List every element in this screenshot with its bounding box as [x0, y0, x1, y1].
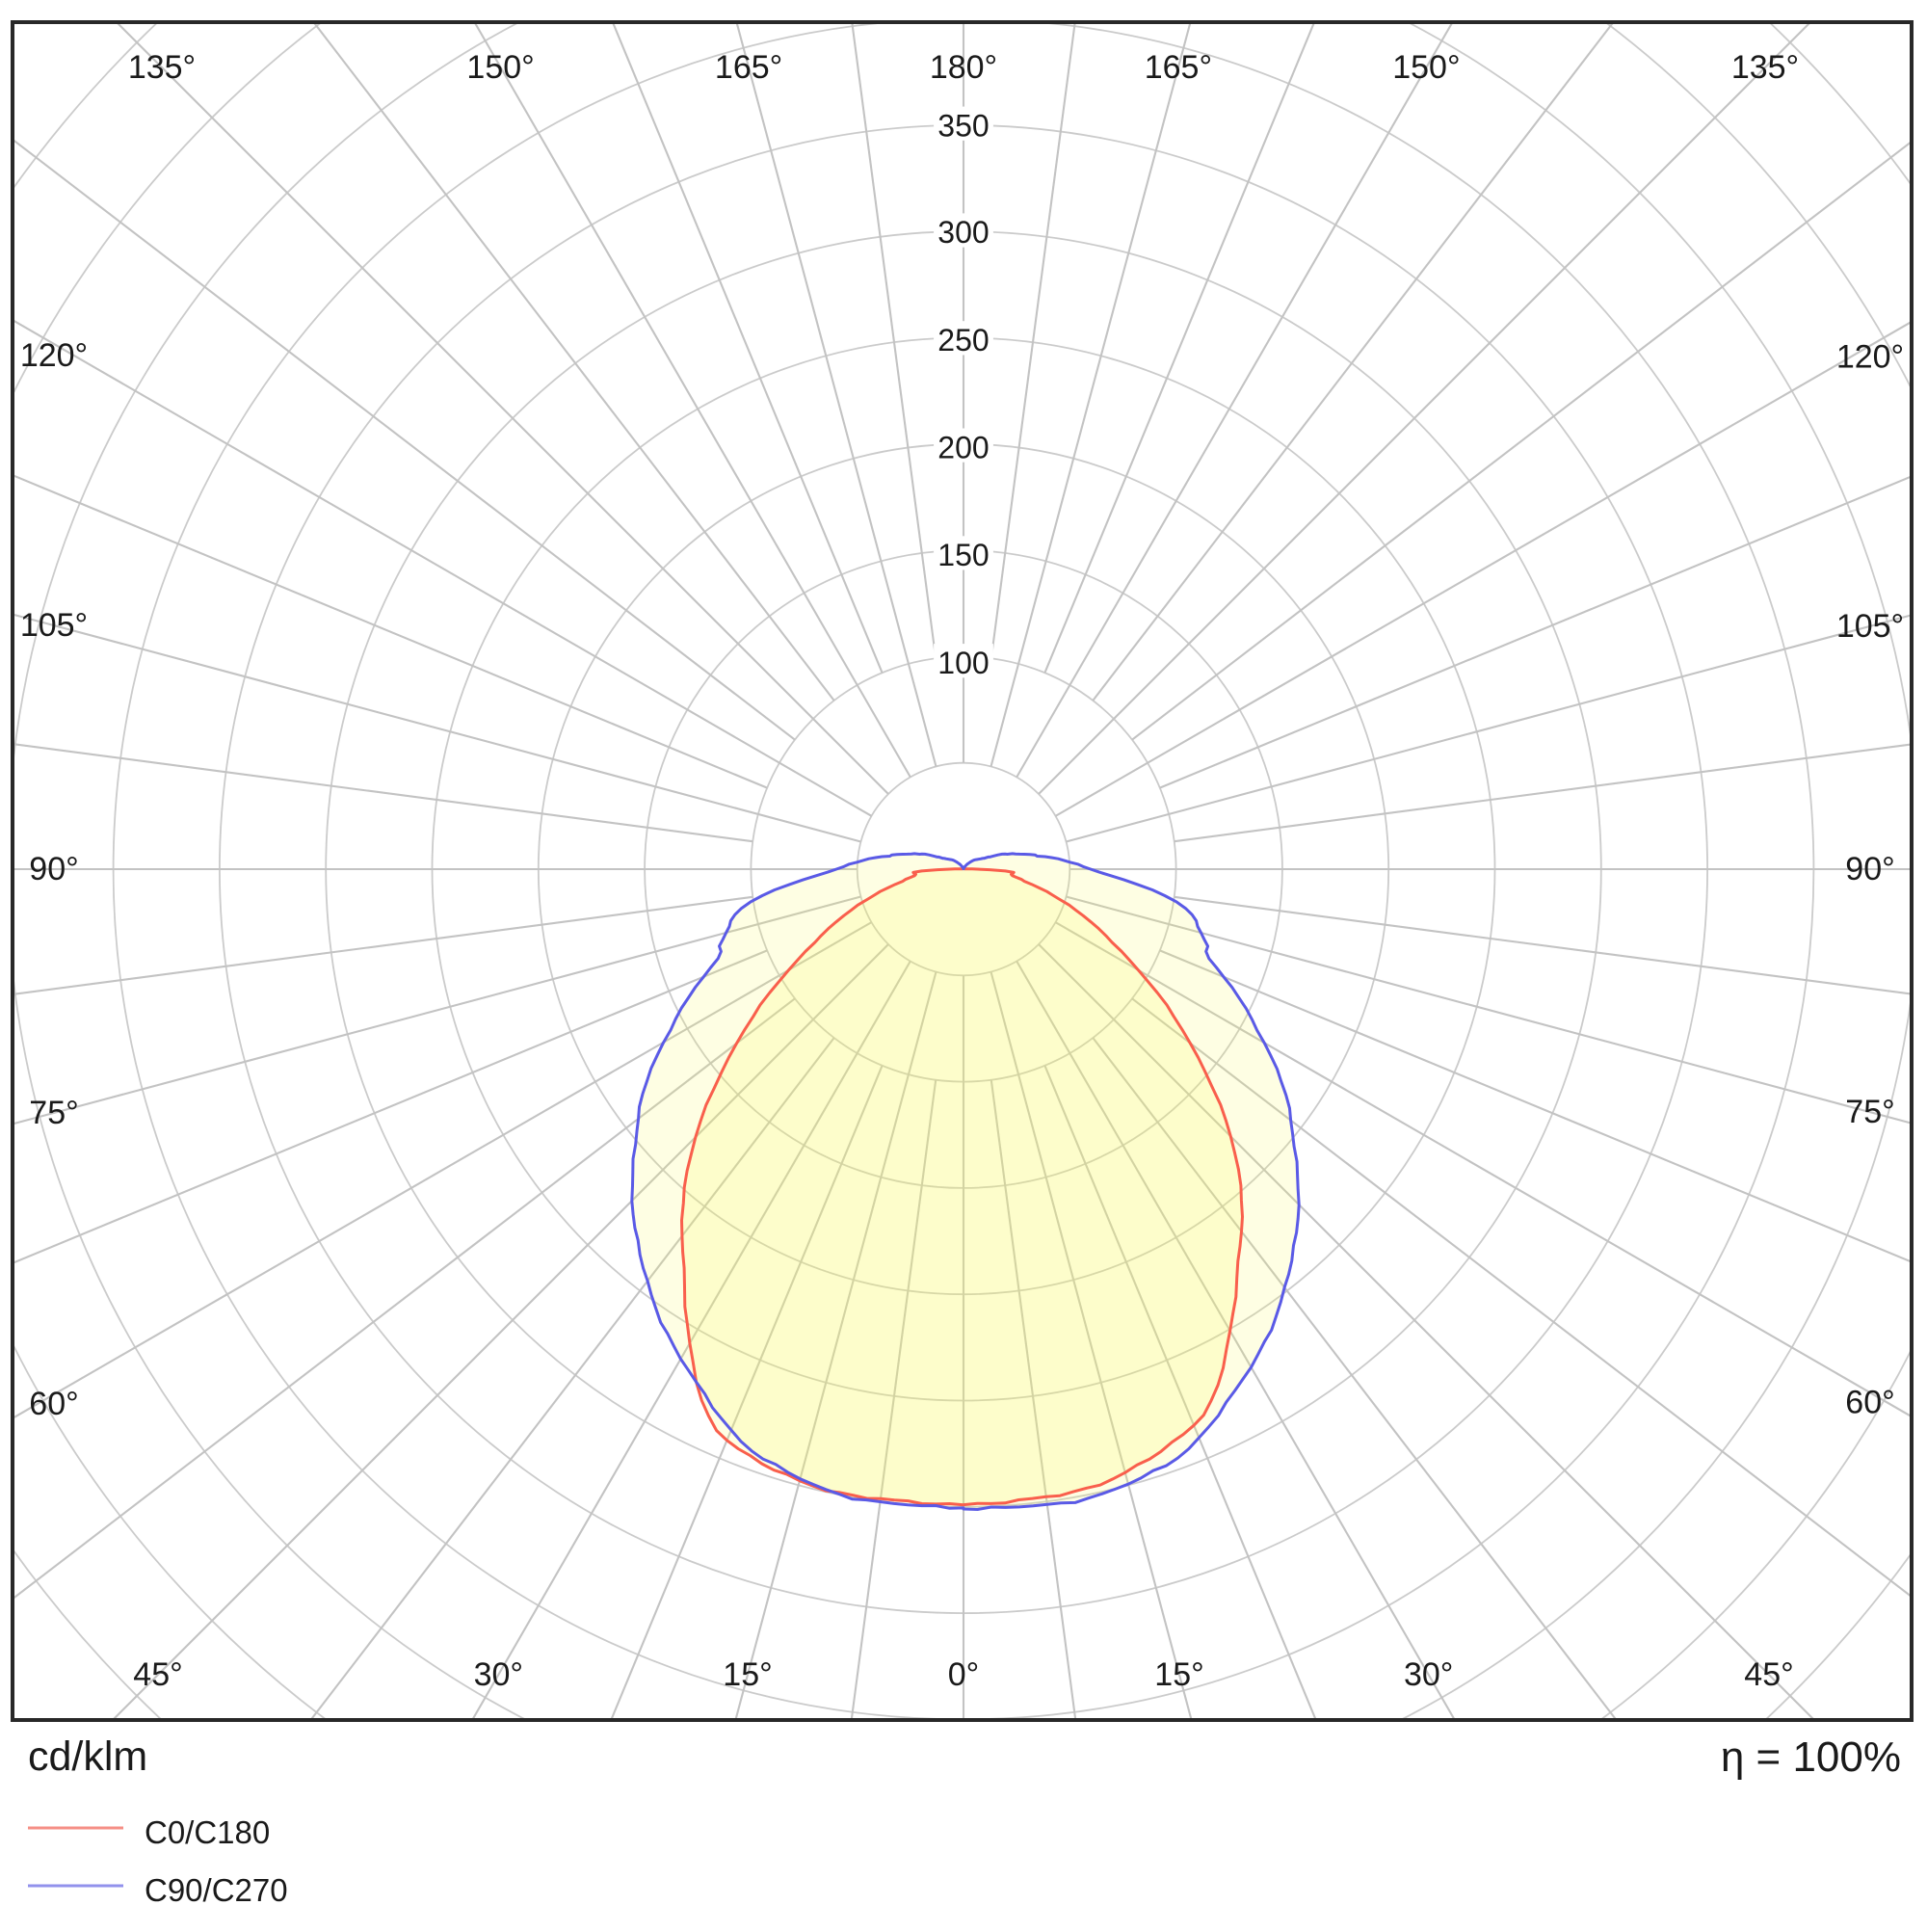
svg-text:75°: 75° — [1845, 1094, 1894, 1130]
svg-text:C90/C270: C90/C270 — [145, 1872, 288, 1908]
svg-text:15°: 15° — [723, 1656, 772, 1693]
svg-text:cd/klm: cd/klm — [28, 1734, 147, 1780]
svg-text:30°: 30° — [1404, 1656, 1453, 1693]
svg-text:45°: 45° — [1744, 1656, 1793, 1693]
svg-text:200: 200 — [937, 430, 989, 464]
svg-text:120°: 120° — [1836, 339, 1904, 376]
svg-text:135°: 135° — [128, 49, 196, 86]
svg-text:75°: 75° — [29, 1095, 78, 1131]
svg-text:150: 150 — [937, 538, 989, 572]
svg-text:105°: 105° — [20, 607, 88, 644]
svg-text:60°: 60° — [1845, 1384, 1894, 1420]
svg-text:180°: 180° — [930, 49, 997, 86]
svg-text:100: 100 — [937, 646, 989, 680]
svg-text:135°: 135° — [1731, 49, 1799, 86]
svg-text:120°: 120° — [20, 337, 88, 374]
svg-text:150°: 150° — [466, 49, 534, 86]
svg-text:0°: 0° — [948, 1656, 980, 1693]
svg-text:250: 250 — [937, 323, 989, 357]
svg-text:45°: 45° — [133, 1656, 182, 1693]
svg-text:90°: 90° — [1845, 851, 1894, 887]
svg-text:165°: 165° — [715, 49, 782, 86]
svg-text:30°: 30° — [474, 1656, 523, 1693]
svg-text:15°: 15° — [1154, 1656, 1203, 1693]
svg-text:165°: 165° — [1145, 49, 1212, 86]
svg-text:105°: 105° — [1836, 608, 1904, 645]
svg-text:90°: 90° — [29, 851, 78, 887]
svg-text:350: 350 — [937, 108, 989, 143]
svg-text:150°: 150° — [1392, 49, 1460, 86]
svg-text:η = 100%: η = 100% — [1721, 1734, 1901, 1781]
svg-text:300: 300 — [937, 215, 989, 250]
svg-text:C0/C180: C0/C180 — [145, 1814, 270, 1850]
svg-text:60°: 60° — [29, 1386, 78, 1422]
